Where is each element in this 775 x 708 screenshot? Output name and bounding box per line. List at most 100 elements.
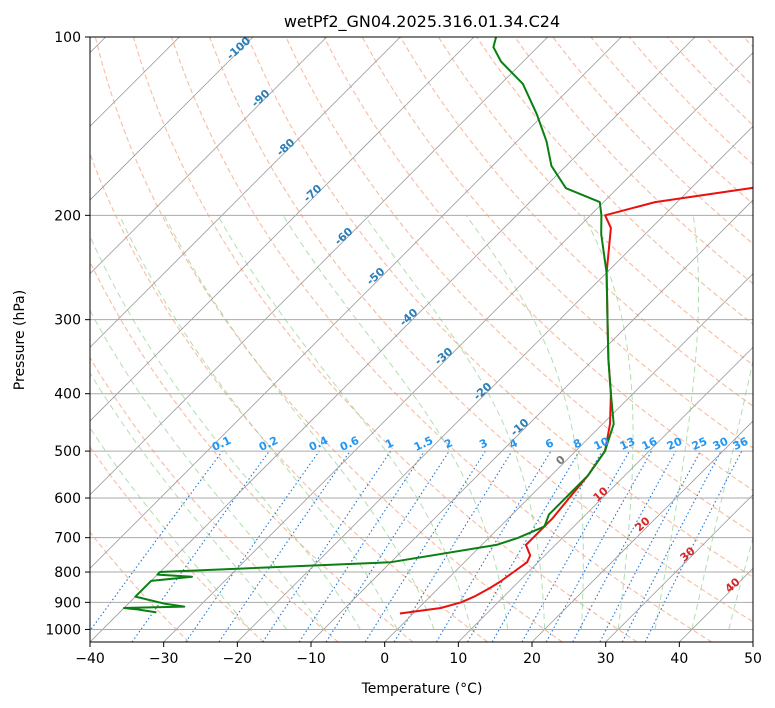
moist-adiabat-label: -40 — [397, 306, 421, 329]
mixing-ratio-line — [621, 450, 722, 642]
temperature-profile — [399, 186, 753, 615]
isotherm-line — [90, 37, 254, 201]
mixing-ratio-line — [218, 450, 351, 642]
isotherm-line — [90, 37, 327, 275]
moist-adiabat — [282, 215, 509, 630]
x-tick-label: 10 — [449, 651, 467, 667]
y-tick-label: 300 — [54, 313, 81, 329]
isotherm-line — [90, 37, 475, 422]
dry-adiabat — [361, 37, 753, 449]
y-tick-label: 1000 — [45, 622, 81, 638]
mixing-ratio-line — [90, 450, 223, 632]
mixing-ratio-label: 13 — [618, 435, 637, 453]
moist-adiabat — [654, 215, 699, 630]
moist-adiabat-label: -100 — [224, 34, 253, 62]
dry-adiabat — [94, 37, 563, 642]
x-tick-label: −10 — [296, 651, 326, 667]
dry-adiabat — [743, 37, 753, 48]
isotherm-line — [310, 199, 753, 642]
dry-adiabat — [90, 152, 488, 642]
background-lines — [90, 37, 753, 642]
isotherm-line — [90, 37, 401, 348]
x-tick-label: 30 — [597, 651, 615, 667]
isotherm-line — [90, 37, 696, 642]
dry-adiabat — [514, 37, 753, 285]
moist-adiabat-label: -50 — [364, 265, 388, 288]
isotherm-line — [458, 346, 753, 642]
plot-frame — [89, 36, 754, 643]
moist-adiabat — [90, 235, 361, 630]
dry-adiabat — [132, 37, 638, 642]
y-tick-label: 600 — [54, 491, 81, 507]
dry-adiabat — [552, 37, 753, 245]
moist-adiabat — [691, 358, 753, 630]
x-tick-label: 20 — [523, 651, 541, 667]
mixing-ratio-line — [185, 450, 320, 642]
y-tick-label: 100 — [54, 30, 81, 46]
moist-adiabat-label: -90 — [249, 87, 273, 110]
mixing-ratio-label: 10 — [592, 435, 612, 453]
mixing-ratio-label: 25 — [690, 435, 709, 453]
isotherm-line — [752, 641, 753, 642]
moist-adiabat-label: -60 — [332, 225, 356, 248]
dry-adiabat — [247, 37, 753, 578]
moist-adiabat — [119, 215, 398, 630]
isotherm-line — [90, 37, 622, 569]
mixing-ratio-line — [393, 450, 513, 642]
mixing-ratio-label: 1 — [383, 436, 395, 451]
dry-adiabat — [90, 260, 414, 642]
isotherm-line — [605, 494, 753, 642]
isotherm-line — [531, 420, 753, 642]
y-tick-label: 500 — [54, 444, 81, 460]
moist-adiabat-label: -10 — [508, 416, 532, 439]
x-axis: −40 −30 −20 −10 0 10 20 30 40 50 — [75, 642, 762, 667]
moist-adiabat — [90, 309, 325, 630]
dry-adiabat — [704, 37, 753, 87]
moist-adiabat-label: -20 — [471, 380, 495, 403]
isotherm-line — [90, 37, 548, 496]
x-tick-label: 40 — [670, 651, 688, 667]
moist-adiabat-label: -80 — [274, 136, 298, 159]
mixing-ratio-line — [131, 450, 270, 642]
isotherm-line — [237, 125, 753, 642]
adiabat-labels: -100-90-80-70-60-50-40-30-20-10010203040… — [210, 34, 751, 595]
mixing-ratio-line — [572, 450, 677, 642]
pressure-gridlines — [90, 37, 753, 630]
x-tick-label: −40 — [75, 651, 105, 667]
y-tick-label: 800 — [54, 565, 81, 581]
dry-adiabat — [170, 37, 712, 642]
y-axis-label: Pressure (hPa) — [12, 290, 28, 390]
y-tick-label: 900 — [54, 595, 81, 611]
dry-adiabat — [209, 37, 753, 623]
dry-adiabat — [90, 445, 264, 642]
moist-adiabat-label: -30 — [432, 345, 456, 368]
moist-adiabat — [90, 427, 251, 630]
mixing-ratio-line — [262, 450, 392, 642]
mixing-ratio-line — [545, 450, 653, 642]
y-tick-label: 400 — [54, 387, 81, 403]
x-axis-label: Temperature (°C) — [361, 681, 483, 697]
dry-adiabat-label: 30 — [678, 544, 698, 564]
dry-adiabat — [399, 37, 753, 407]
x-tick-label: 0 — [380, 651, 389, 667]
mixing-ratio-label: 30 — [711, 435, 731, 453]
dry-adiabat — [90, 356, 339, 642]
mixing-ratio-label: 36 — [731, 435, 751, 453]
isotherm-line — [384, 273, 753, 642]
mixing-ratio-line — [521, 450, 630, 642]
mixing-ratio-label: 20 — [665, 435, 685, 453]
mixing-ratio-label: 3 — [477, 436, 489, 451]
mixing-ratio-line — [325, 450, 450, 642]
dewpoint-profile — [123, 37, 615, 614]
x-tick-label: −30 — [149, 651, 179, 667]
mixing-ratio-label: 16 — [640, 435, 660, 453]
mixing-ratio-line — [644, 450, 743, 642]
moist-adiabat-label: -70 — [301, 182, 325, 205]
dry-adiabat-label: 40 — [723, 575, 743, 595]
moist-adiabat — [583, 215, 634, 630]
mixing-ratio-line — [435, 450, 552, 642]
chart-title: wetPf2_GN04.2025.316.01.34.C24 — [284, 12, 560, 32]
isotherm-line — [163, 52, 753, 642]
mixing-ratio-label: 4 — [507, 436, 520, 451]
